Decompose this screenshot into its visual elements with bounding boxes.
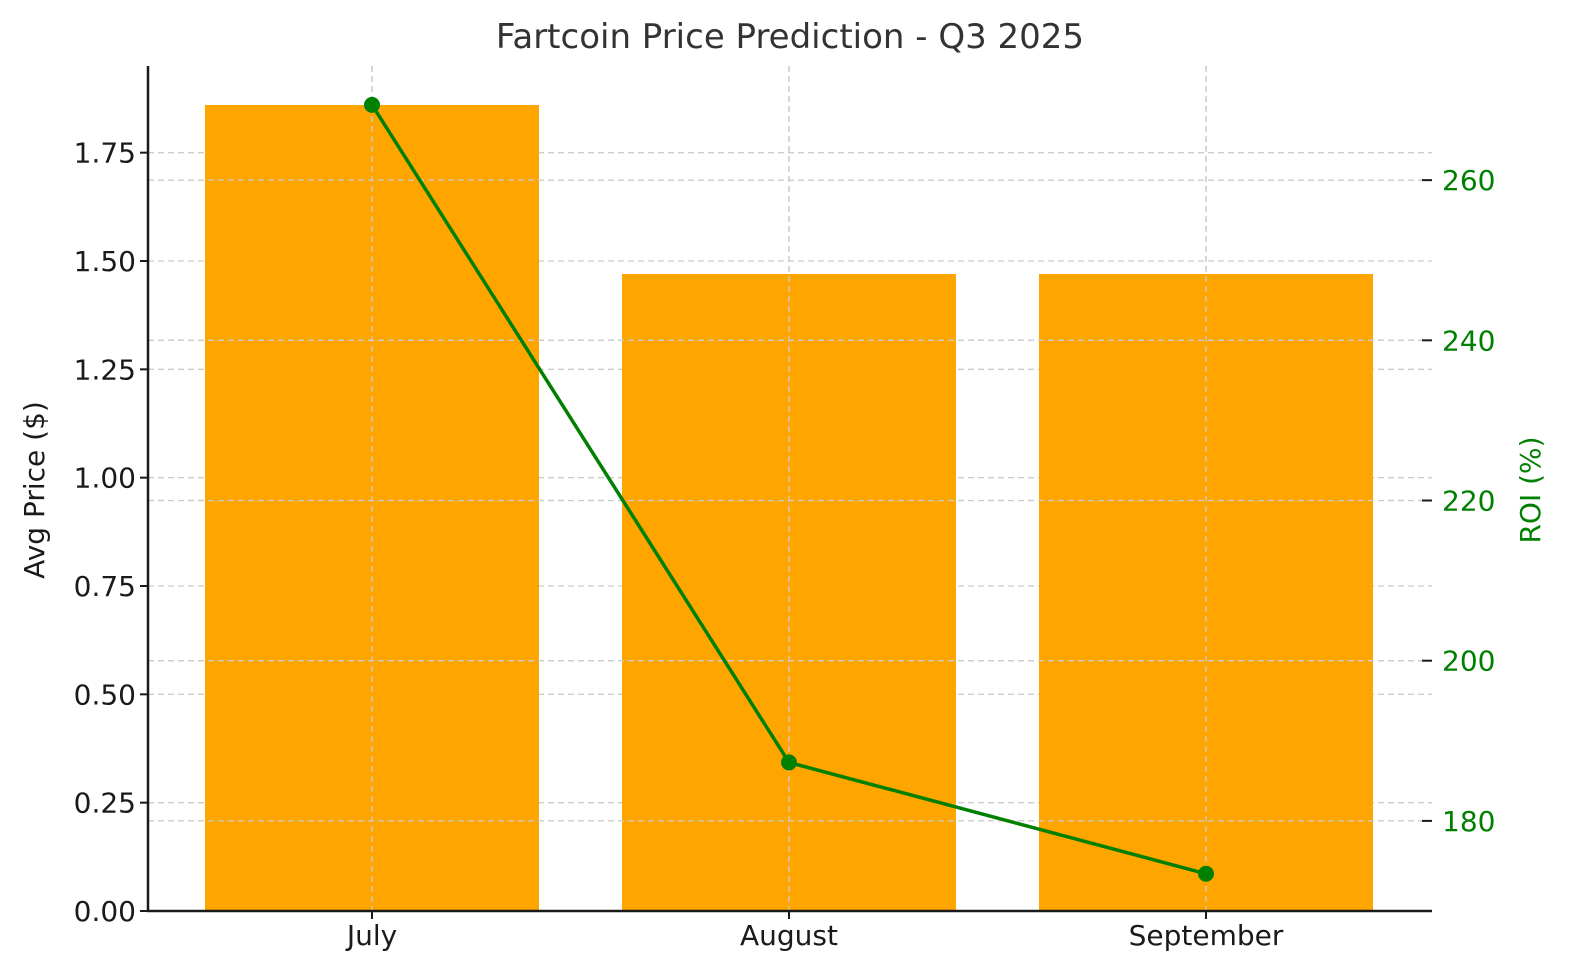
left-tick-label: 0.00 [74, 895, 136, 928]
left-axis-ticks: 0.00 0.25 0.50 0.75 1.00 1.25 1.50 1.75 [74, 137, 148, 928]
right-tick-label: 200 [1442, 645, 1495, 678]
roi-line-series [364, 96, 1214, 882]
left-tick-label: 1.00 [74, 462, 136, 495]
x-tick-label: September [1129, 919, 1284, 952]
left-tick-label: 0.75 [74, 570, 136, 603]
bar-series [148, 66, 1432, 911]
right-tick-label: 260 [1442, 164, 1495, 197]
left-tick-label: 0.25 [74, 787, 136, 820]
x-tick-label: August [740, 919, 838, 952]
right-tick-label: 220 [1442, 485, 1495, 518]
right-axis-ticks: 180 200 220 240 260 [1422, 164, 1495, 838]
left-tick-label: 1.50 [74, 245, 136, 278]
x-axis-ticks: July August September [345, 911, 1284, 952]
right-axis-title: ROI (%) [1514, 436, 1547, 543]
chart-title: Fartcoin Price Prediction - Q3 2025 [496, 17, 1084, 57]
left-tick-label: 0.50 [74, 678, 136, 711]
right-tick-label: 180 [1442, 805, 1495, 838]
roi-point-august [781, 754, 797, 771]
left-tick-label: 1.25 [74, 353, 136, 386]
left-tick-label: 1.75 [74, 137, 136, 170]
x-tick-label: July [345, 919, 397, 952]
roi-point-july [364, 96, 380, 113]
right-tick-label: 240 [1442, 324, 1495, 357]
roi-point-september [1198, 865, 1214, 882]
left-axis-title: Avg Price ($) [18, 401, 51, 579]
